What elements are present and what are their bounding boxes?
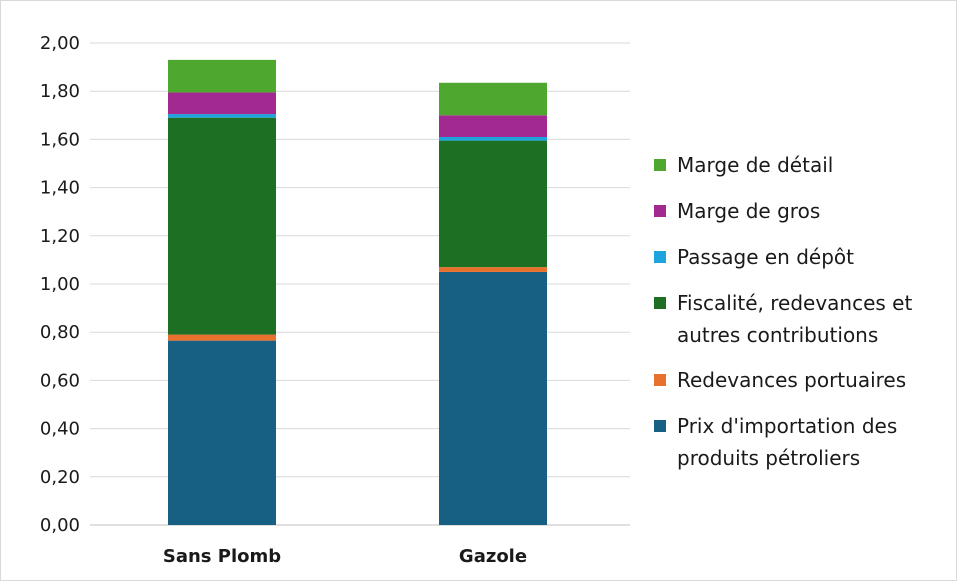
legend-label: Marge de détail xyxy=(677,153,833,177)
legend-label: Marge de gros xyxy=(677,199,820,223)
y-axis: 0,00 0,20 0,40 0,60 0,80 1,00 1,20 1,40 1,60 1,80… xyxy=(40,33,80,536)
bar-segment-marge-de-gros-gazole xyxy=(439,115,547,137)
y-tick-label: 0,80 xyxy=(40,322,80,343)
bar-segment-passage-en-depot-sans-plomb xyxy=(168,114,276,118)
bar-segment-redevances-portuaires-sans-plomb xyxy=(168,334,276,341)
legend: Marge de détail Marge de gros Passage en d… xyxy=(654,153,912,470)
legend-swatch xyxy=(654,420,666,432)
y-tick-label: 2,00 xyxy=(40,33,80,54)
y-tick-label: 0,00 xyxy=(40,515,80,536)
legend-label: produits pétroliers xyxy=(677,446,860,470)
bar-segment-prix-d-importation-des-p-gazole xyxy=(439,271,547,525)
bars xyxy=(168,59,547,525)
x-axis: Sans Plomb Gazole xyxy=(163,546,527,567)
legend-swatch xyxy=(654,205,666,217)
legend-swatch xyxy=(654,251,666,263)
bar-segment-passage-en-depot-gazole xyxy=(439,136,547,141)
y-tick-label: 0,40 xyxy=(40,419,80,440)
legend-label: Prix d'importation des xyxy=(677,414,897,438)
y-tick-label: 1,60 xyxy=(40,129,80,150)
legend-swatch xyxy=(654,159,666,171)
legend-label: Passage en dépôt xyxy=(677,245,854,269)
legend-label: Redevances portuaires xyxy=(677,368,906,392)
legend-swatch xyxy=(654,297,666,309)
bar-segment-fiscalite-redevances-et--gazole xyxy=(439,140,547,268)
y-tick-label: 1,40 xyxy=(40,178,80,199)
legend-swatch xyxy=(654,374,666,386)
bar-segment-fiscalite-redevances-et--sans-plomb xyxy=(168,117,276,335)
bar-segment-marge-de-gros-sans-plomb xyxy=(168,92,276,115)
y-tick-label: 0,60 xyxy=(40,370,80,391)
legend-label: Fiscalité, redevances et xyxy=(677,291,912,315)
bar-segment-marge-de-detail-sans-plomb xyxy=(168,59,276,93)
x-category-label: Gazole xyxy=(459,546,527,567)
y-tick-label: 1,20 xyxy=(40,226,80,247)
legend-label: autres contributions xyxy=(677,323,878,347)
y-tick-label: 1,00 xyxy=(40,274,80,295)
bar-segment-redevances-portuaires-gazole xyxy=(439,267,547,272)
y-tick-label: 1,80 xyxy=(40,81,80,102)
x-category-label: Sans Plomb xyxy=(163,546,281,567)
y-tick-label: 0,20 xyxy=(40,467,80,488)
bar-segment-prix-d-importation-des-p-sans-plomb xyxy=(168,340,276,525)
bar-segment-marge-de-detail-gazole xyxy=(439,82,547,116)
